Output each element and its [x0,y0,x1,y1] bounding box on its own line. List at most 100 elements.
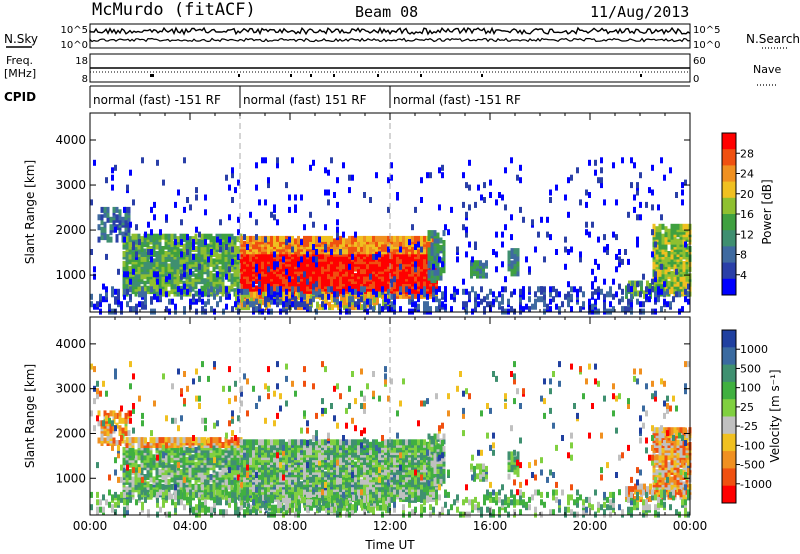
range-gate-cell [423,235,426,242]
range-gate-cell [288,236,291,243]
range-gate-cell [212,236,216,243]
range-gate-cell [285,296,288,303]
range-gate-cell [198,288,201,295]
range-gate-cell [195,298,198,305]
freq-spike [333,74,335,77]
range-gate-cell [378,251,381,258]
noise-left-tick-bottom: 10^0 [61,40,88,51]
range-gate-cell [215,253,219,260]
range-gate-cell [122,283,126,290]
range-gate-cell [450,293,453,300]
range-gate-cell [228,184,231,191]
range-gate-cell [375,285,378,292]
range-gate-cell [152,278,156,285]
range-gate-cell [215,243,219,250]
range-gate-cell [123,236,126,243]
range-gate-cell [327,235,330,242]
range-gate-cell [372,253,375,260]
range-gate-cell [501,293,504,300]
range-gate-cell [621,296,624,303]
range-gate-cell [203,437,207,444]
range-gate-cell [180,219,183,226]
range-gate-cell [597,236,600,243]
range-gate-cell [673,223,677,230]
range-gate-cell [639,301,642,308]
range-gate-cell [255,285,258,292]
range-gate-cell [252,439,255,446]
range-gate-cell [173,265,177,272]
range-gate-cell [654,271,657,278]
range-gate-cell [128,241,132,248]
range-gate-cell [112,437,116,444]
cpid-segment-label: normal (fast) 151 RF [243,93,367,107]
range-gate-cell [381,235,384,242]
range-gate-cell [681,182,684,189]
range-gate-cell [318,236,321,243]
range-gate-cell [594,276,597,283]
range-gate-cell [221,285,225,292]
range-gate-cell [324,224,327,231]
range-gate-cell [339,235,342,242]
range-gate-cell [483,296,486,303]
date-label: 11/Aug/2013 [590,3,689,21]
range-gate-cell [423,301,426,308]
range-gate-cell [492,291,495,298]
range-gate-cell [183,306,186,313]
range-gate-cell [192,293,195,300]
range-gate-cell [651,164,654,171]
range-gate-cell [315,273,318,280]
colorbar-tick-label: 16 [740,208,754,221]
range-gate-cell [188,236,192,243]
range-gate-cell [474,291,477,298]
range-gate-cell [645,293,648,300]
range-gate-cell [654,241,657,248]
range-gate-cell [300,291,303,298]
range-gate-cell [121,231,125,238]
range-gate-cell [567,177,570,184]
range-gate-cell [174,239,177,246]
range-gate-cell [681,306,684,313]
range-gate-cell [570,174,573,181]
range-gate-cell [321,301,324,308]
range-gate-cell [436,232,440,239]
range-gate-cell [228,266,231,273]
range-gate-cell [636,214,639,221]
range-gate-cell [327,199,330,206]
nave-label: Nave [753,63,781,76]
range-gate-cell [170,275,174,282]
range-gate-cell [273,439,276,446]
range-gate-cell [501,231,504,238]
range-gate-cell [285,288,288,295]
range-gate-cell [420,235,423,242]
range-gate-cell [197,251,201,257]
range-gate-cell [438,286,441,293]
range-gate-cell [118,219,122,226]
range-gate-cell [141,301,144,308]
range-gate-cell [682,223,686,230]
range-gate-cell [111,184,114,191]
range-gate-cell [537,286,540,293]
range-gate-cell [348,268,351,275]
range-gate-cell [420,253,423,260]
range-gate-cell [393,253,396,260]
range-gate-cell [501,306,504,313]
range-gate-cell [417,293,420,300]
range-gate-cell [150,256,153,263]
freq-spike [640,74,642,77]
range-gate-cell [555,249,558,255]
range-gate-cell [417,235,420,242]
range-gate-cell [438,204,441,211]
range-gate-cell [336,219,339,226]
range-gate-cell [621,258,624,265]
range-gate-cell [582,301,585,308]
range-gate-cell [585,189,588,196]
freq-spike [310,74,312,77]
range-gate-cell [540,296,543,303]
range-gate-cell [480,194,483,201]
range-gate-cell [420,197,423,203]
range-gate-cell [213,293,216,300]
range-gate-cell [315,278,318,284]
colorbar-segment [722,133,736,150]
range-gate-cell [131,278,135,285]
range-gate-cell [498,301,501,308]
